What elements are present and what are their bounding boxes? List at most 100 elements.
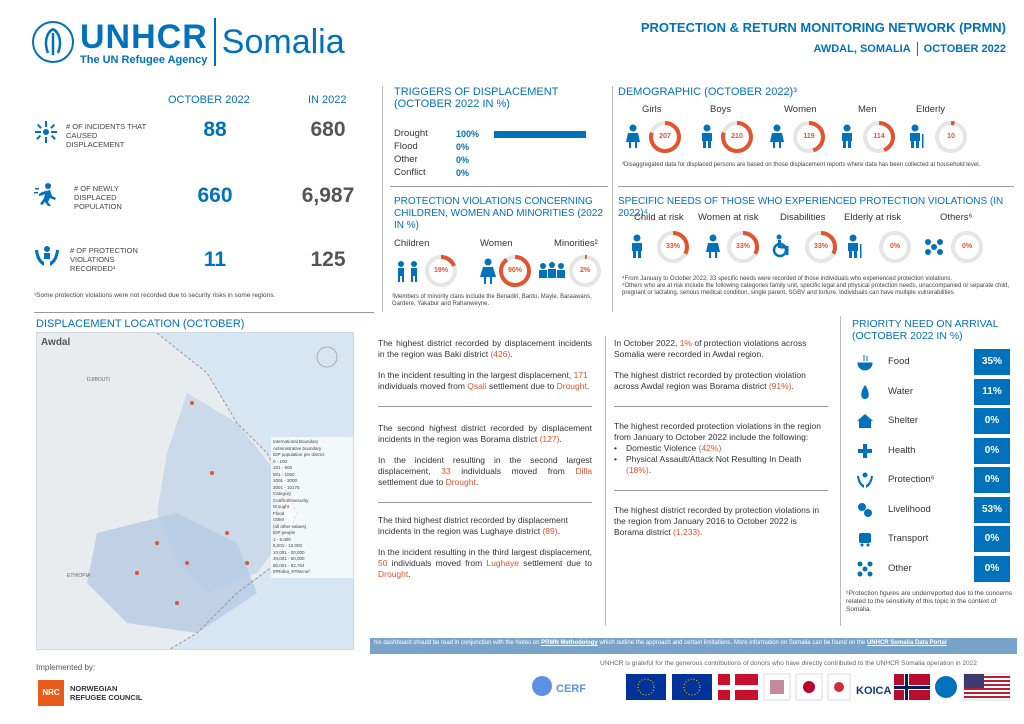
donors-text: UNHCR is grateful for the generous contr… xyxy=(600,660,977,667)
note-text-b: which outline the approach and certain l… xyxy=(597,640,867,646)
priority-value: 0% xyxy=(974,437,1010,464)
trigger-row: Drought 100% xyxy=(394,128,606,141)
map-legend-item: IDP population per district xyxy=(273,452,325,457)
text-segment: individuals moved from xyxy=(450,466,576,476)
priority-value: 0% xyxy=(974,467,1010,493)
wheelchair-icon xyxy=(772,234,789,258)
map-legend-item: Other xyxy=(273,517,285,522)
map-legend-item: 101 - 500 xyxy=(273,465,293,470)
trigger-label: Conflict xyxy=(394,167,426,178)
mid-paragraph-2: In the incident resulting in the largest… xyxy=(378,370,592,392)
donut-arc xyxy=(793,121,825,153)
text-segment: . xyxy=(699,527,703,537)
header-logo: UNHCR The UN Refugee Agency Somalia xyxy=(30,18,345,66)
elderly-icon xyxy=(910,124,924,148)
trigger-value: 100% xyxy=(456,129,480,139)
livelihood-icon xyxy=(858,502,872,517)
disabilities-donut-value: 33% xyxy=(813,243,828,250)
women-demo-donut-value: 119 xyxy=(803,133,815,140)
text-segment: . xyxy=(791,381,794,391)
map-legend-item: IPRidea_RTMcnef xyxy=(273,569,310,574)
violations-panel: Children Women Minorities² 19% 90% 2% xyxy=(394,238,608,288)
nrc-name: NORWEGIAN REFUGEE COUNCIL xyxy=(70,684,143,702)
map-legend-item: 1001 - 3000 xyxy=(273,478,298,483)
donut-arc xyxy=(425,255,457,287)
protection-icon xyxy=(857,472,873,488)
priority-footnote: ⁶Protection figures are underreported du… xyxy=(846,590,1012,613)
demo-label-girls: Girls xyxy=(642,104,662,115)
right-bullet-2: • Physical Assault/Attack Not Resulting I… xyxy=(614,454,802,475)
minorities-donut-value: 2% xyxy=(579,267,591,274)
priority-label: Transport xyxy=(888,533,929,544)
highlight-value: Drought xyxy=(556,381,587,391)
men-donut-value: 114 xyxy=(873,133,885,140)
right-paragraph-4: The highest district recorded by protect… xyxy=(614,505,828,538)
demo-label-women: Women xyxy=(784,104,817,115)
violation-label-women: Women xyxy=(480,238,513,249)
text-segment: The highest district recorded by displac… xyxy=(378,338,592,359)
donut-track xyxy=(951,231,983,263)
text-segment: settlement due to xyxy=(378,477,446,487)
note-text-a: his dashboard should be read in conjunct… xyxy=(374,640,542,646)
elderly-risk-donut-value: 0% xyxy=(889,243,901,250)
methodology-note: his dashboard should be read in conjunct… xyxy=(370,638,1017,654)
trigger-row: Flood 0% xyxy=(394,141,606,154)
highlight-value: Drought xyxy=(378,569,409,579)
food-icon xyxy=(857,355,873,371)
implemented-by-label: Implemented by: xyxy=(36,663,96,672)
country-name: Somalia xyxy=(221,22,345,61)
highlight-value: (89) xyxy=(542,526,558,536)
displacement-map[interactable]: Awdal DJIBOUTI ETHIOPIA International Bo… xyxy=(36,332,354,650)
kpi-footnote: ¹Some protection violations were not rec… xyxy=(34,292,276,299)
women-at-risk-icon xyxy=(706,234,720,258)
priority-row: Transport 0% xyxy=(852,526,1010,552)
map-legend-item: 20,001 - 50,000 xyxy=(273,556,305,561)
koica-label: KOICA xyxy=(856,685,892,697)
methodology-link[interactable]: PRMN Methodology xyxy=(541,640,598,646)
kpi-incidents-month: 88 xyxy=(203,118,227,141)
text-segment: The highest district recorded by protect… xyxy=(614,505,820,537)
priority-label: Protection⁶ xyxy=(888,474,935,485)
girls-donut: 207 xyxy=(648,120,682,154)
kpi-col-year: IN 2022 xyxy=(308,94,347,106)
woman-icon xyxy=(480,258,496,284)
mid-paragraph-1: The highest district recorded by displac… xyxy=(378,338,592,360)
priority-label: Water xyxy=(888,385,913,397)
map-legend-item: IDP people xyxy=(273,530,296,535)
trigger-label: Drought xyxy=(394,128,428,139)
donut-arc xyxy=(863,121,895,153)
trigger-bar xyxy=(494,131,586,138)
data-portal-link[interactable]: UNHCR Somalia Data Portal xyxy=(866,640,947,646)
priority-value: 35% xyxy=(974,349,1010,375)
men-donut: 114 xyxy=(862,120,896,154)
others-dots-icon xyxy=(925,239,943,255)
trigger-value: 0% xyxy=(456,155,470,165)
map-legend-item: Drought xyxy=(273,504,290,509)
water-icon xyxy=(861,384,869,399)
map-legend-item: International Boundary xyxy=(273,439,319,444)
kpi-incidents-year: 680 xyxy=(310,118,346,141)
report-subheader: AWDAL, SOMALIA OCTOBER 2022 xyxy=(814,42,1006,56)
highlight-value: (91%) xyxy=(768,381,792,391)
violations-footnote: ²Members of minority clans include the B… xyxy=(392,294,592,307)
women-risk-donut-value: 33% xyxy=(735,243,750,250)
org-subtitle: The UN Refugee Agency xyxy=(80,54,208,66)
priority-title: PRIORITY NEED ON ARRIVAL (OCTOBER 2022 I… xyxy=(852,318,999,342)
priority-value: 0% xyxy=(974,408,1010,434)
donut-arc xyxy=(935,121,967,153)
highlight-value: (127) xyxy=(539,434,560,444)
demographic-panel: Girls Boys Women Men Elderly 207 210 119… xyxy=(618,104,1018,164)
nrc-logo: NRC NORWEGIAN REFUGEE COUNCIL xyxy=(38,680,150,706)
mid-paragraph-6: In the incident resulting in the third l… xyxy=(378,547,592,580)
girl-icon xyxy=(626,124,640,148)
priority-label: Shelter xyxy=(888,415,919,426)
priority-value: 53% xyxy=(974,496,1010,523)
needs-footnote-1: ⁴From January to October 2022, 33 specif… xyxy=(622,276,953,282)
text-segment: individuals moved from xyxy=(387,558,487,568)
map-legend-item: Conflict/Insecurity xyxy=(273,497,309,503)
kpi-violations-month: 11 xyxy=(203,248,227,271)
mid-paragraph-5: The third highest district recorded by d… xyxy=(378,515,592,537)
donut-track xyxy=(879,231,911,263)
highlight-value: Qsali xyxy=(467,381,487,391)
priority-label: Health xyxy=(888,444,916,456)
